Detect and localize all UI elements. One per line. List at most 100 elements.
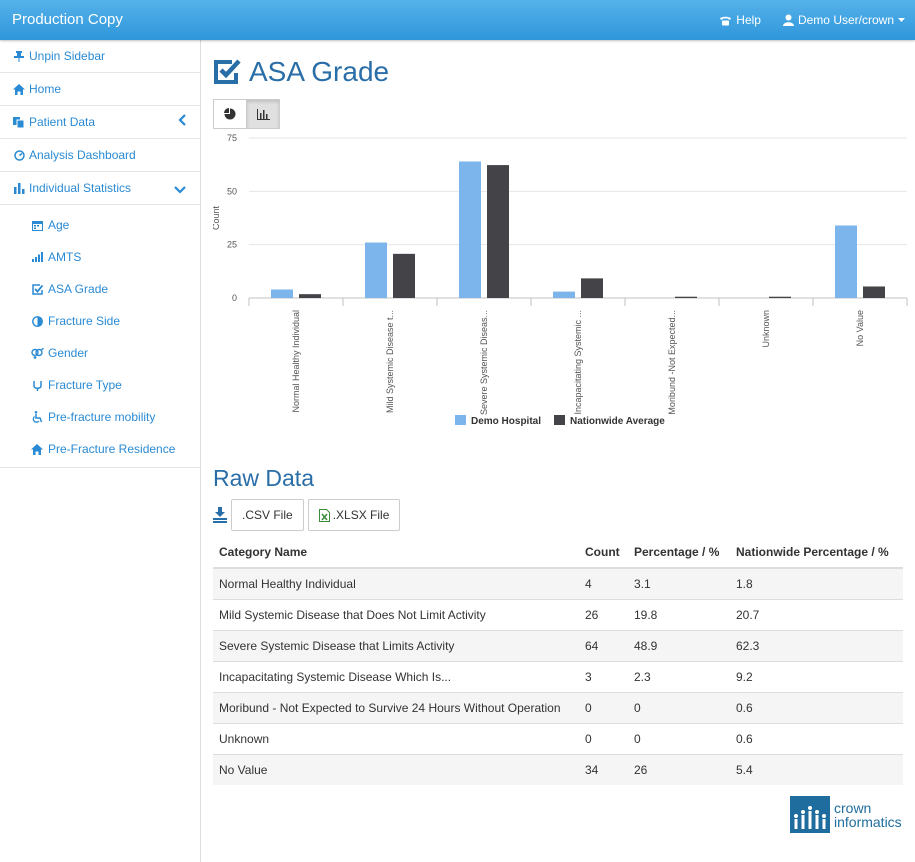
download-icon	[213, 507, 227, 523]
user-menu[interactable]: Demo User/crown	[782, 13, 905, 27]
bar-nationwide-average	[393, 253, 415, 298]
bar-chart-button[interactable]	[246, 99, 280, 129]
table-cell: 62.3	[730, 630, 903, 662]
crown-logo-mark-icon	[790, 796, 830, 833]
sidebar-subitem-label: Pre-fracture mobility	[48, 410, 156, 424]
bar-chart-icon	[256, 108, 270, 120]
table-cell: 0	[628, 692, 730, 724]
table-cell: 0.6	[730, 723, 903, 755]
table-row: Unknown 0 0 0.6	[213, 723, 903, 755]
navbar-right: Help Demo User/crown	[719, 13, 905, 27]
y-axis-label: Count	[213, 206, 221, 231]
table-cell: 4	[579, 567, 628, 600]
sidebar-item-individual-statistics[interactable]: Individual Statistics	[0, 172, 200, 205]
pie-chart-button[interactable]	[213, 99, 247, 129]
raw-data-table: Category Name Count Percentage / % Natio…	[213, 538, 903, 785]
sidebar-item-home[interactable]: Home	[0, 73, 200, 106]
sidebar-subitem-gender[interactable]: Gender	[0, 337, 200, 369]
column-header: Count	[579, 538, 628, 569]
legend-label: Demo Hospital	[471, 416, 541, 427]
help-label: Help	[736, 13, 761, 27]
sidebar-subitem-pre-fracture-mobility[interactable]: Pre-fracture mobility	[0, 401, 200, 433]
sidebar-item-analysis-dashboard[interactable]: Analysis Dashboard	[0, 139, 200, 172]
raw-data-title: Raw Data	[213, 465, 314, 491]
column-header: Category Name	[213, 538, 579, 569]
sidebar-subitem-amts[interactable]: AMTS	[0, 241, 200, 273]
pin-icon	[12, 50, 26, 62]
sidebar-subitem-asa-grade[interactable]: ASA Grade	[0, 273, 200, 305]
table-cell: Incapacitating Systemic Disease Which Is…	[213, 661, 579, 693]
sidebar-subitem-age[interactable]: Age	[0, 209, 200, 241]
check-square-icon	[214, 59, 241, 84]
bone-icon	[30, 380, 44, 391]
table-cell: Moribund - Not Expected to Survive 24 Ho…	[213, 692, 579, 724]
sidebar-subitem-pre-fracture-residence[interactable]: Pre-Fracture Residence	[0, 433, 200, 465]
sidebar-subitem-label: Pre-Fracture Residence	[48, 442, 176, 456]
sidebar-subitem-label: AMTS	[48, 250, 82, 264]
column-header: Percentage / %	[628, 538, 730, 569]
page-title: ASA Grade	[213, 56, 389, 88]
bar-nationwide-average	[581, 278, 603, 298]
table-cell: 64	[579, 630, 628, 662]
sidebar-item-patient-data[interactable]: Patient Data	[0, 106, 200, 139]
x-tick-label: Mild Systemic Disease t...	[385, 310, 395, 413]
table-row: Moribund - Not Expected to Survive 24 Ho…	[213, 692, 903, 724]
x-tick-label: No Value	[855, 310, 865, 346]
table-header-row: Category Name Count Percentage / % Natio…	[213, 538, 903, 569]
sidebar-item-unpin[interactable]: Unpin Sidebar	[0, 40, 200, 73]
x-tick-label: Unknown	[761, 310, 771, 348]
user-icon	[782, 14, 794, 26]
sidebar-subitem-label: Gender	[48, 346, 89, 360]
table-row: Incapacitating Systemic Disease Which Is…	[213, 661, 903, 693]
bar-nationwide-average	[769, 296, 791, 298]
sidebar-subitem-label: Age	[48, 218, 70, 232]
gender-icon	[30, 347, 44, 359]
export-csv-button[interactable]: .CSV File	[231, 499, 304, 531]
check-square-icon	[30, 283, 44, 295]
table-cell: Severe Systemic Disease that Limits Acti…	[213, 630, 579, 662]
help-link[interactable]: Help	[719, 13, 761, 27]
legend-label: Nationwide Average	[570, 416, 665, 427]
signal-icon	[30, 252, 44, 262]
table-cell: 48.9	[628, 630, 730, 662]
chart-type-toggle	[213, 99, 280, 129]
sidebar-subitem-fracture-side[interactable]: Fracture Side	[0, 305, 200, 337]
home-icon	[30, 443, 44, 455]
table-cell: 34	[579, 754, 628, 785]
sidebar-subitem-label: Fracture Type	[48, 378, 122, 392]
chevron-down-icon[interactable]	[174, 183, 186, 197]
x-tick-label: Moribund -Not Expected...	[667, 310, 677, 415]
table-cell: Unknown	[213, 723, 579, 755]
sidebar-item-label: Patient Data	[29, 115, 96, 129]
table-cell: No Value	[213, 754, 579, 785]
table-row: Normal Healthy Individual 4 3.1 1.8	[213, 567, 903, 600]
brand-title[interactable]: Production Copy	[12, 11, 123, 28]
export-xlsx-label: .XLSX File	[332, 508, 390, 522]
table-cell: Normal Healthy Individual	[213, 567, 579, 600]
caret-down-icon	[898, 17, 905, 22]
sidebar-item-label: Unpin Sidebar	[29, 49, 106, 63]
half-circle-icon	[30, 315, 44, 327]
table-row: No Value 34 26 5.4	[213, 754, 903, 785]
table-row: Severe Systemic Disease that Limits Acti…	[213, 630, 903, 662]
table-cell: Mild Systemic Disease that Does Not Limi…	[213, 599, 579, 631]
phone-icon	[720, 16, 732, 25]
bar-demo-hospital	[365, 242, 387, 298]
table-cell: 19.8	[628, 599, 730, 631]
sidebar-subitem-label: Fracture Side	[48, 314, 121, 328]
sidebar-subitem-fracture-type[interactable]: Fracture Type	[0, 369, 200, 401]
excel-file-icon	[318, 508, 330, 522]
calendar-icon	[30, 220, 44, 231]
bar-nationwide-average	[299, 294, 321, 298]
top-navbar: Production Copy Help Demo User/crown	[0, 0, 915, 40]
export-xlsx-button[interactable]: .XLSX File	[307, 499, 401, 531]
table-cell: 26	[628, 754, 730, 785]
asa-grade-bar-chart: 0 25 50 75 Count Normal Healthy Individual Mil…	[213, 133, 908, 427]
table-cell: 0	[628, 723, 730, 755]
chevron-left-icon[interactable]	[178, 114, 186, 129]
bar-demo-hospital	[553, 291, 575, 298]
x-tick-label: Severe Systemic Diseas...	[479, 310, 489, 415]
table-cell: 3	[579, 661, 628, 693]
dashboard-icon	[12, 149, 26, 161]
page-title-text: ASA Grade	[249, 56, 390, 87]
